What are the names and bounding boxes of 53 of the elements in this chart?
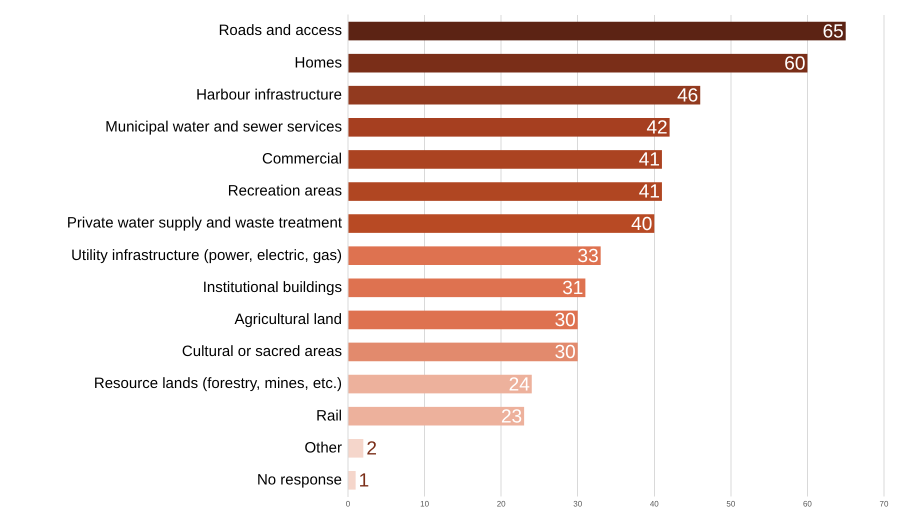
y-tick-label: Roads and access [218, 22, 342, 40]
data-label: 33 [578, 246, 599, 267]
x-tick-label: 10 [420, 499, 430, 508]
x-tick-label: 60 [802, 499, 812, 508]
bar [348, 438, 364, 458]
x-tick-label: 20 [496, 499, 506, 508]
bar [348, 310, 578, 330]
y-tick-label: Homes [294, 54, 342, 72]
data-label: 65 [822, 21, 844, 42]
bar [348, 471, 356, 490]
y-tick-label: Cultural or sacred areas [182, 343, 342, 360]
data-label: 41 [638, 150, 660, 171]
x-tick-label: 0 [346, 499, 351, 508]
data-label: 24 [508, 374, 530, 396]
data-label: 42 [646, 118, 668, 139]
data-label: 1 [358, 470, 370, 492]
bar [348, 278, 586, 298]
data-label: 30 [554, 310, 576, 332]
data-label: 31 [562, 278, 584, 300]
bar [348, 246, 601, 266]
x-tick-label: 70 [880, 499, 889, 508]
bar [348, 406, 524, 426]
y-tick-label: Commercial [262, 150, 342, 168]
bar [348, 54, 808, 72]
data-label: 30 [554, 342, 576, 364]
y-tick-label: Other [304, 439, 342, 456]
data-label: 46 [677, 85, 698, 106]
y-tick-label: Private water supply and waste treatment [66, 214, 343, 232]
y-tick-label: Resource lands (forestry, mines, etc.) [94, 375, 342, 392]
y-tick-label: Rail [316, 407, 342, 424]
y-tick-label: Institutional buildings [202, 278, 342, 296]
y-tick-label: Municipal water and sewer services [105, 118, 342, 136]
data-label: 40 [631, 214, 652, 235]
data-label: 2 [366, 438, 377, 460]
y-tick-label: Utility infrastructure (power, electric, gas) [71, 246, 342, 264]
x-tick-label: 40 [650, 499, 660, 508]
bar [348, 214, 654, 233]
bar [348, 86, 700, 105]
x-tick-label: 30 [573, 499, 583, 508]
y-tick-label: No response [256, 471, 342, 488]
bar [348, 182, 662, 201]
data-label: 41 [638, 182, 660, 203]
x-tick-label: 50 [726, 499, 736, 508]
y-tick-label: Agricultural land [234, 311, 342, 328]
data-label: 23 [500, 406, 522, 428]
bar [348, 22, 846, 40]
y-tick-label: Recreation areas [228, 182, 342, 200]
bar [348, 118, 670, 137]
y-tick-label: Harbour infrastructure [196, 86, 342, 104]
bar [348, 150, 662, 169]
bar [348, 342, 578, 362]
data-label: 60 [784, 53, 806, 74]
bar [348, 374, 532, 394]
